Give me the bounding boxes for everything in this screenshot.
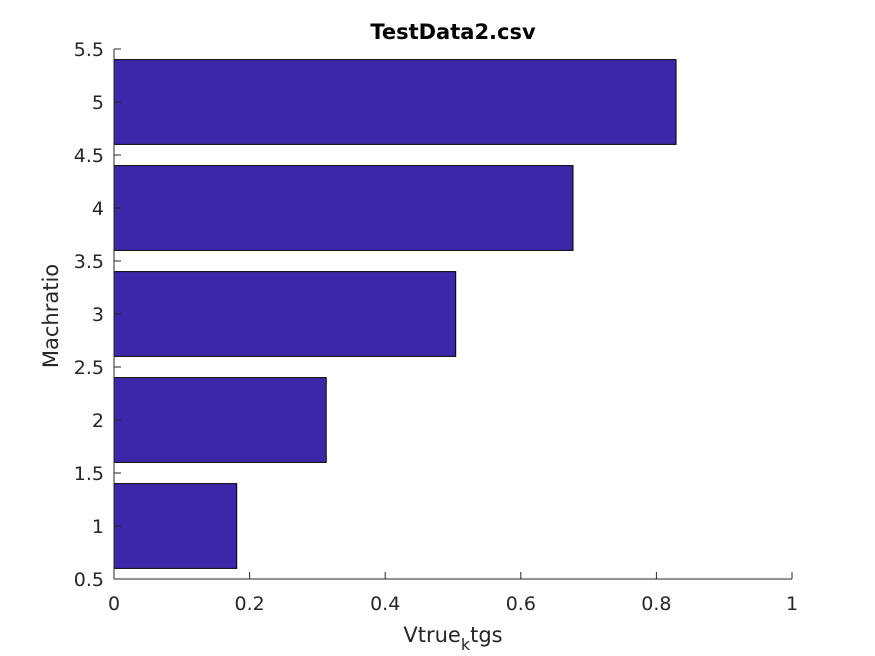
x-tick-label: 0.2: [234, 593, 264, 615]
x-axis-label: Vtruektgs: [403, 623, 502, 654]
x-tick-label: 0.4: [370, 593, 400, 615]
x-tick-label: 0.8: [641, 593, 671, 615]
y-tick-label: 2.5: [74, 357, 104, 379]
bar-1: [113, 483, 238, 569]
y-tick-label: 1: [92, 516, 104, 538]
chart-title: TestData2.csv: [370, 20, 536, 44]
y-tick-label: 3: [92, 304, 104, 326]
bar-4: [113, 165, 574, 251]
x-axis-label-suffix: tgs: [470, 623, 503, 647]
x-tick-label: 0: [108, 593, 120, 615]
x-tick-label: 1: [786, 593, 798, 615]
y-ticks: 0.5 1 1.5 2 2.5 3 3.5 4 4.5 5 5.5: [74, 39, 121, 591]
y-tick-label: 2: [92, 410, 104, 432]
bar-5: [113, 59, 677, 145]
y-tick-label: 4: [92, 198, 104, 220]
y-tick-label: 4.5: [74, 145, 104, 167]
y-axis-label: Machratio: [39, 264, 63, 368]
bar-3: [113, 271, 457, 357]
x-tick-label: 0.6: [506, 593, 536, 615]
y-tick-label: 5.5: [74, 39, 104, 61]
y-tick-label: 1.5: [74, 463, 104, 485]
y-tick-label: 3.5: [74, 251, 104, 273]
x-ticks: 0 0.2 0.4 0.6 0.8 1: [108, 572, 798, 615]
y-tick-label: 0.5: [74, 569, 104, 591]
x-axis-label-main: Vtrue: [403, 623, 460, 647]
bars: [113, 59, 677, 569]
y-tick-label: 5: [92, 92, 104, 114]
x-axis-label-subscript: k: [461, 635, 471, 654]
bar-2: [113, 377, 327, 463]
